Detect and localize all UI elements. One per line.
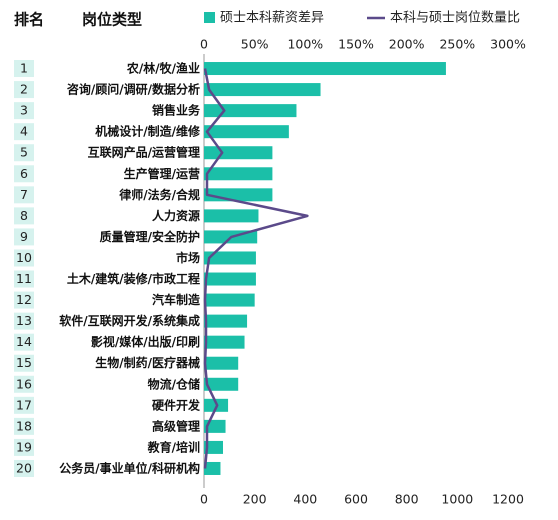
legend-bar-swatch bbox=[204, 12, 215, 23]
bar bbox=[204, 125, 289, 139]
bar bbox=[204, 146, 273, 160]
rank-badge bbox=[14, 102, 34, 120]
rank-number: 11 bbox=[16, 271, 32, 286]
rank-number: 7 bbox=[20, 187, 28, 202]
rank-number: 12 bbox=[16, 292, 32, 307]
rank-badge bbox=[14, 60, 34, 78]
bar bbox=[204, 356, 239, 370]
rank-number: 13 bbox=[16, 313, 32, 328]
rank-badge bbox=[14, 165, 34, 183]
category-label: 公务员/事业单位/科研机构 bbox=[59, 460, 200, 475]
bar bbox=[204, 461, 221, 475]
top-axis-tick-label: 200% bbox=[389, 37, 425, 52]
rank-badge bbox=[14, 249, 34, 267]
category-label: 农/林/牧/渔业 bbox=[126, 61, 200, 76]
bar bbox=[204, 272, 256, 286]
bar bbox=[204, 188, 273, 202]
top-axis-tick-label: 50% bbox=[241, 37, 269, 52]
bottom-axis-tick-label: 200 bbox=[243, 492, 267, 507]
rank-number: 19 bbox=[16, 439, 32, 454]
top-axis-tick-label: 150% bbox=[338, 37, 374, 52]
rank-number: 4 bbox=[20, 124, 28, 139]
rank-badge bbox=[14, 312, 34, 330]
top-axis-tick-label: 300% bbox=[490, 37, 526, 52]
rank-badge bbox=[14, 354, 34, 372]
rank-badge bbox=[14, 123, 34, 141]
bottom-axis-tick-label: 400 bbox=[293, 492, 317, 507]
bottom-axis-tick-label: 600 bbox=[344, 492, 368, 507]
rank-number: 5 bbox=[20, 145, 28, 160]
rank-number: 8 bbox=[20, 208, 28, 223]
bar bbox=[204, 104, 297, 118]
rank-number: 10 bbox=[16, 250, 32, 265]
rank-badge bbox=[14, 144, 34, 162]
rank-number: 18 bbox=[16, 418, 32, 433]
top-axis-tick-label: 100% bbox=[287, 37, 323, 52]
category-label: 生物/制药/医疗器械 bbox=[95, 355, 200, 370]
bar bbox=[204, 440, 223, 454]
rank-number: 6 bbox=[20, 166, 28, 181]
rank-badge bbox=[14, 438, 34, 456]
rank-badge bbox=[14, 186, 34, 204]
category-label: 土木/建筑/装修/市政工程 bbox=[67, 271, 200, 286]
bottom-axis-tick-label: 0 bbox=[200, 492, 208, 507]
category-label: 高级管理 bbox=[152, 418, 200, 433]
rank-number: 14 bbox=[16, 334, 32, 349]
category-label: 质量管理/安全防护 bbox=[100, 229, 200, 244]
category-label: 销售业务 bbox=[152, 103, 201, 118]
bar bbox=[204, 335, 245, 349]
rank-number: 9 bbox=[20, 229, 28, 244]
rank-badge bbox=[14, 270, 34, 288]
legend-line-label: 本科与硕士岗位数量比 bbox=[390, 11, 520, 26]
rank-number: 20 bbox=[16, 460, 32, 475]
category-label: 律师/法务/合规 bbox=[119, 187, 200, 202]
rank-badge bbox=[14, 396, 34, 414]
category-label: 物流/仓储 bbox=[148, 376, 200, 391]
bar bbox=[204, 314, 248, 328]
rank-number: 16 bbox=[16, 376, 32, 391]
category-label: 人力资源 bbox=[152, 208, 200, 223]
rank-number: 1 bbox=[20, 61, 28, 76]
bar bbox=[204, 167, 273, 181]
category-label: 机械设计/制造/维修 bbox=[95, 124, 201, 139]
rank-badge bbox=[14, 207, 34, 225]
bar bbox=[204, 209, 259, 223]
top-axis-tick-label: 250% bbox=[439, 37, 475, 52]
rank-number: 3 bbox=[20, 103, 28, 118]
rank-badge bbox=[14, 291, 34, 309]
category-header: 岗位类型 bbox=[82, 11, 142, 29]
legend-bar-label: 硕士本科薪资差异 bbox=[220, 11, 324, 26]
bar bbox=[204, 377, 239, 391]
ratio-line bbox=[203, 68, 309, 469]
category-label: 影视/媒体/出版/印刷 bbox=[91, 334, 200, 349]
bar bbox=[204, 251, 256, 265]
rank-badge bbox=[14, 228, 34, 246]
rank-badge bbox=[14, 81, 34, 99]
rank-badge bbox=[14, 333, 34, 351]
bar bbox=[204, 293, 255, 307]
rank-header: 排名 bbox=[14, 11, 44, 29]
bar bbox=[204, 62, 446, 76]
rank-number: 2 bbox=[20, 82, 28, 97]
category-label: 硬件开发 bbox=[152, 397, 201, 412]
category-label: 市场 bbox=[176, 250, 200, 265]
rank-number: 15 bbox=[16, 355, 32, 370]
rank-badge bbox=[14, 375, 34, 393]
category-label: 生产管理/运营 bbox=[124, 166, 200, 181]
rank-badge bbox=[14, 417, 34, 435]
bottom-axis-tick-label: 800 bbox=[395, 492, 419, 507]
category-label: 软件/互联网开发/系统集成 bbox=[59, 313, 200, 328]
rank-number: 17 bbox=[16, 397, 32, 412]
bar bbox=[204, 83, 321, 97]
bottom-axis-tick-label: 1200 bbox=[492, 492, 524, 507]
bottom-axis-tick-label: 1000 bbox=[441, 492, 473, 507]
category-label: 咨询/顾问/调研/数据分析 bbox=[67, 82, 200, 97]
category-label: 互联网产品/运营管理 bbox=[88, 145, 200, 160]
category-label: 教育/培训 bbox=[147, 439, 200, 454]
category-label: 汽车制造 bbox=[152, 292, 201, 307]
rank-badge bbox=[14, 459, 34, 477]
top-axis-tick-label: 0 bbox=[200, 37, 208, 52]
